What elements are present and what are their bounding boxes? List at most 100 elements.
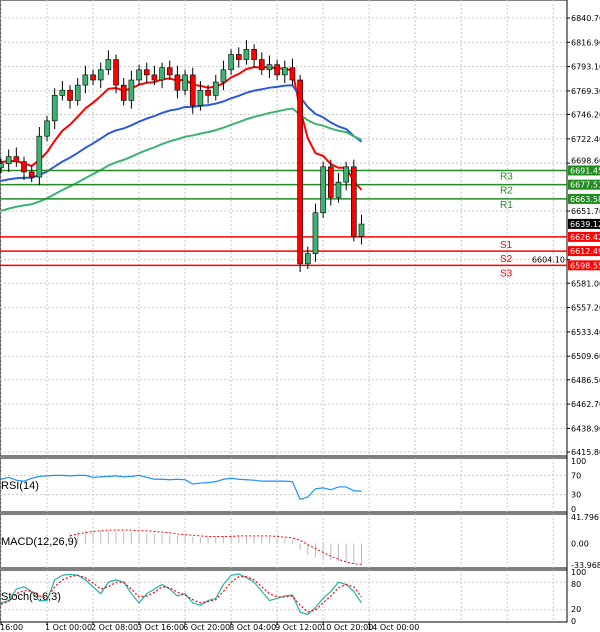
price-tick-label: 6722.40 [571, 135, 600, 144]
tick-label: 100 [571, 457, 586, 466]
price-tick-label: 6816.90 [571, 38, 600, 47]
indicator-line [0, 474, 362, 501]
level-tag [568, 246, 600, 257]
time-label: 2 Oct 08:00 [91, 623, 138, 632]
tick-label: 0 [571, 505, 576, 514]
level-tag [568, 260, 600, 271]
candle [128, 79, 135, 101]
price-tick-label: 6698.60 [571, 156, 600, 165]
grid [0, 0, 568, 623]
candle [0, 163, 4, 169]
price-tick-label: 6438.90 [571, 424, 600, 433]
level-tag [568, 231, 600, 242]
candle [358, 223, 365, 237]
candle [304, 253, 311, 265]
candle [182, 74, 188, 91]
candles [0, 40, 365, 273]
time-label: 3 Oct 16:00 [137, 623, 184, 632]
candle [44, 120, 50, 137]
level-tag [568, 179, 600, 190]
candle [28, 171, 35, 178]
candle [297, 79, 303, 265]
candle [36, 135, 43, 178]
macd-panel: 41.796 0.00 -33.968 MACD(12,26,9) [1, 513, 600, 570]
candle [197, 89, 204, 106]
indicator-label: MACD(12,26,9) [1, 536, 77, 548]
tick-label: 0 [571, 617, 576, 626]
level-price-tag: 6691.45 [570, 166, 600, 175]
level-label-S3: S3 [500, 268, 513, 279]
time-label: 6 Oct 20:00 [183, 623, 230, 632]
candle [312, 212, 319, 254]
time-label: 14 Oct 00:00 [367, 623, 419, 632]
price-tick-label: 6793.10 [571, 63, 600, 72]
level-label-S2: S2 [500, 254, 513, 265]
candle [90, 74, 96, 81]
candle [320, 166, 326, 214]
tick-label: 80 [571, 580, 581, 589]
candle [228, 54, 234, 71]
candle [274, 64, 280, 76]
price-axis[interactable]: 6840.70 6816.90 6793.10 6769.30 6746.20 6722.… [532, 14, 600, 457]
level-price-tag: 6677.51 [570, 181, 600, 190]
candle [281, 67, 288, 76]
price-tick-label: 6651.70 [571, 207, 600, 216]
candle [243, 49, 250, 60]
candle [159, 67, 165, 81]
candle [13, 156, 20, 163]
candle [82, 74, 89, 86]
macd-signal-line [69, 529, 362, 565]
price-tick-label: 6746.20 [571, 111, 600, 120]
candle [97, 69, 104, 81]
price-tick-label: 6769.30 [571, 87, 600, 96]
indicator-label: Stoch(9,6,3) [1, 591, 61, 603]
price-tick-label: 6415.80 [571, 448, 600, 457]
current-price-label: 6639.12 [570, 220, 600, 229]
tick-label: 30 [571, 491, 581, 500]
candle [51, 95, 58, 122]
tick-label: -33.968 [571, 561, 600, 570]
candle [143, 69, 150, 76]
candle [21, 161, 27, 173]
price-tick-label: 6509.60 [571, 352, 600, 361]
level-price-tag: 6598.55 [570, 261, 600, 270]
panel-frame-2 [0, 513, 568, 569]
level-price-tag: 6663.58 [570, 195, 600, 204]
time-label: 16:00 [0, 623, 23, 632]
candle [289, 67, 296, 81]
candle [67, 89, 73, 101]
candle [120, 84, 127, 101]
level-tag [568, 165, 600, 176]
indicator-line [0, 573, 362, 616]
price-tick-label: 6486.50 [571, 376, 600, 385]
tick-label: 20 [571, 605, 581, 614]
price-tick-label: 6557.20 [571, 304, 600, 313]
time-label: 9 Oct 12:00 [275, 623, 322, 632]
time-axis: 16:00 1 Oct 00:002 Oct 08:003 Oct 16:006 … [0, 622, 419, 632]
indicator-label: RSI(14) [1, 480, 39, 492]
tick-label: 100 [571, 568, 586, 577]
candle [251, 49, 257, 60]
level-price-tag: 6612.49 [570, 247, 600, 256]
candle [235, 54, 242, 60]
pivot-levels: R3 6691.45 R2 6677.51 R1 6663.58 S1 6626.42 S2 66… [0, 165, 600, 279]
price-tick-label: 6462.70 [571, 400, 600, 409]
rsi-panel: 100 70 30 0 RSI(14) [0, 457, 586, 514]
level-label-R1: R1 [500, 200, 513, 211]
panel-frame-1 [0, 457, 568, 513]
price-tick-label: 6581.00 [571, 279, 600, 288]
candle [166, 67, 173, 76]
time-label: 10 Oct 20:00 [321, 623, 373, 632]
candle [136, 69, 142, 81]
time-label: 1 Oct 00:00 [45, 623, 92, 632]
level-price-tag: 6626.42 [570, 233, 600, 242]
candle [351, 166, 357, 237]
candle [59, 89, 66, 96]
price-tick-label: 6604.10 [532, 256, 565, 265]
candle [74, 84, 81, 101]
candle [113, 59, 119, 86]
candle [151, 74, 158, 81]
candle [220, 69, 227, 83]
tick-label: 70 [571, 471, 581, 480]
